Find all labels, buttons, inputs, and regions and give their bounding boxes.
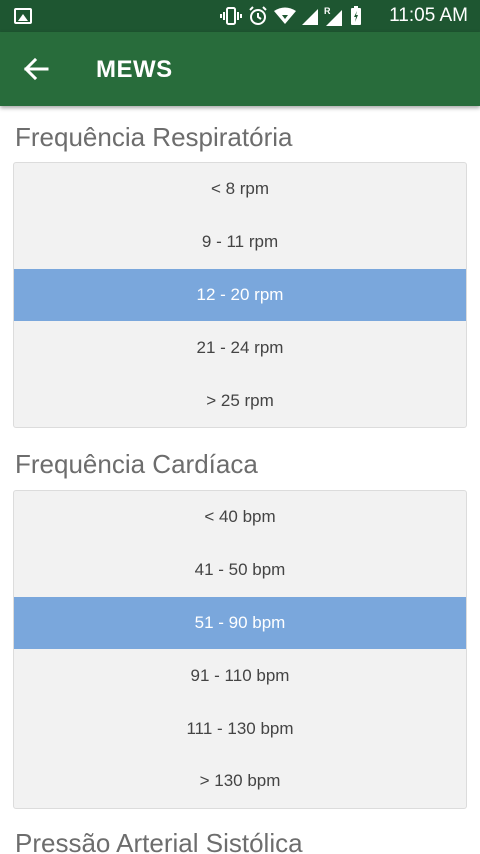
svg-text:R: R (324, 6, 331, 16)
respiratory-rate-option[interactable]: 21 - 24 rpm (196, 337, 284, 357)
heart-rate-picker[interactable]: < 40 bpm 41 - 50 bpm 51 - 90 bpm 91 - 11… (13, 490, 467, 809)
wifi-icon (274, 7, 296, 24)
heart-rate-option[interactable]: 41 - 50 bpm (194, 560, 286, 580)
vibrate-icon (220, 7, 242, 25)
back-button[interactable] (16, 49, 56, 89)
heart-rate-option-selected[interactable]: 51 - 90 bpm (14, 596, 466, 650)
status-bar: R 11:05 AM (0, 0, 480, 32)
respiratory-rate-picker[interactable]: < 8 rpm 9 - 11 rpm 12 - 20 rpm 21 - 24 r… (13, 162, 467, 428)
app-bar: MEWS (0, 32, 480, 106)
section-title-respiratory-rate: Frequência Respiratória (15, 122, 293, 152)
roaming-signal-icon: R (324, 6, 342, 26)
heart-rate-option[interactable]: 111 - 130 bpm (186, 718, 294, 738)
image-notification-icon (14, 8, 32, 24)
status-icons: R (220, 6, 362, 26)
respiratory-rate-option[interactable]: 9 - 11 rpm (201, 232, 279, 252)
respiratory-rate-option[interactable]: > 25 rpm (206, 390, 274, 410)
battery-icon (351, 6, 361, 25)
heart-rate-option[interactable]: > 130 bpm (199, 771, 281, 791)
signal-icon (302, 9, 318, 25)
status-clock: 11:05 AM (389, 5, 468, 26)
alarm-icon (249, 6, 267, 25)
respiratory-rate-option-selected[interactable]: 12 - 20 rpm (14, 268, 466, 322)
arrow-back-icon (23, 57, 49, 81)
section-title-heart-rate: Frequência Cardíaca (15, 449, 258, 479)
app-title: MEWS (96, 56, 173, 83)
heart-rate-option[interactable]: < 40 bpm (204, 507, 276, 527)
heart-rate-option[interactable]: 91 - 110 bpm (190, 665, 290, 685)
respiratory-rate-option[interactable]: < 8 rpm (210, 179, 270, 199)
section-title-systolic-pressure: Pressão Arterial Sistólica (15, 828, 303, 854)
